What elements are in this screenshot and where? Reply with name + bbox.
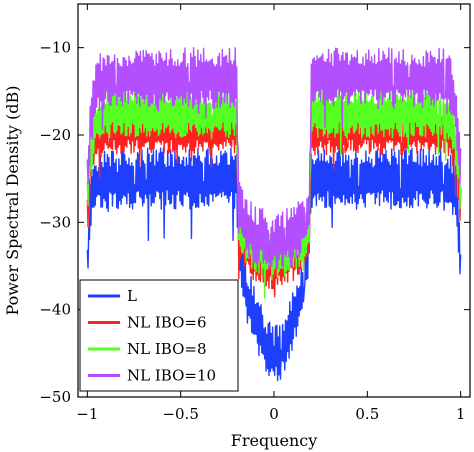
x-axis-title: Frequency: [231, 431, 318, 450]
series-line-nl-ibo-10: [86, 46, 462, 270]
legend-label-l: L: [127, 287, 137, 305]
y-tick-label: −20: [39, 126, 71, 144]
y-tick-label: −10: [39, 39, 71, 57]
legend-box: [79, 279, 239, 392]
series-line-l: [86, 147, 462, 382]
legend: L NL IBO=6 NL IBO=8 NL IBO=10: [79, 279, 239, 392]
y-tick-label: −30: [39, 213, 71, 231]
y-axis-title: Power Spectral Density (dB): [3, 85, 22, 315]
x-tick-label: −0.5: [162, 405, 198, 423]
legend-label-nl-ibo-10: NL IBO=10: [127, 367, 216, 385]
x-tick-label: 0.5: [355, 405, 379, 423]
y-tick-label: −50: [39, 388, 71, 406]
x-tick-label: 1: [456, 405, 466, 423]
ticks-layer: −1 −0.5 0 0.5 1 −50 −40 −30 −20 −10: [39, 4, 470, 423]
legend-label-nl-ibo-8: NL IBO=8: [127, 340, 207, 358]
series-layer: [86, 46, 462, 382]
x-tick-label: 0: [269, 405, 279, 423]
y-tick-label: −40: [39, 301, 71, 319]
legend-label-nl-ibo-6: NL IBO=6: [127, 314, 207, 332]
x-tick-label: −1: [76, 405, 98, 423]
